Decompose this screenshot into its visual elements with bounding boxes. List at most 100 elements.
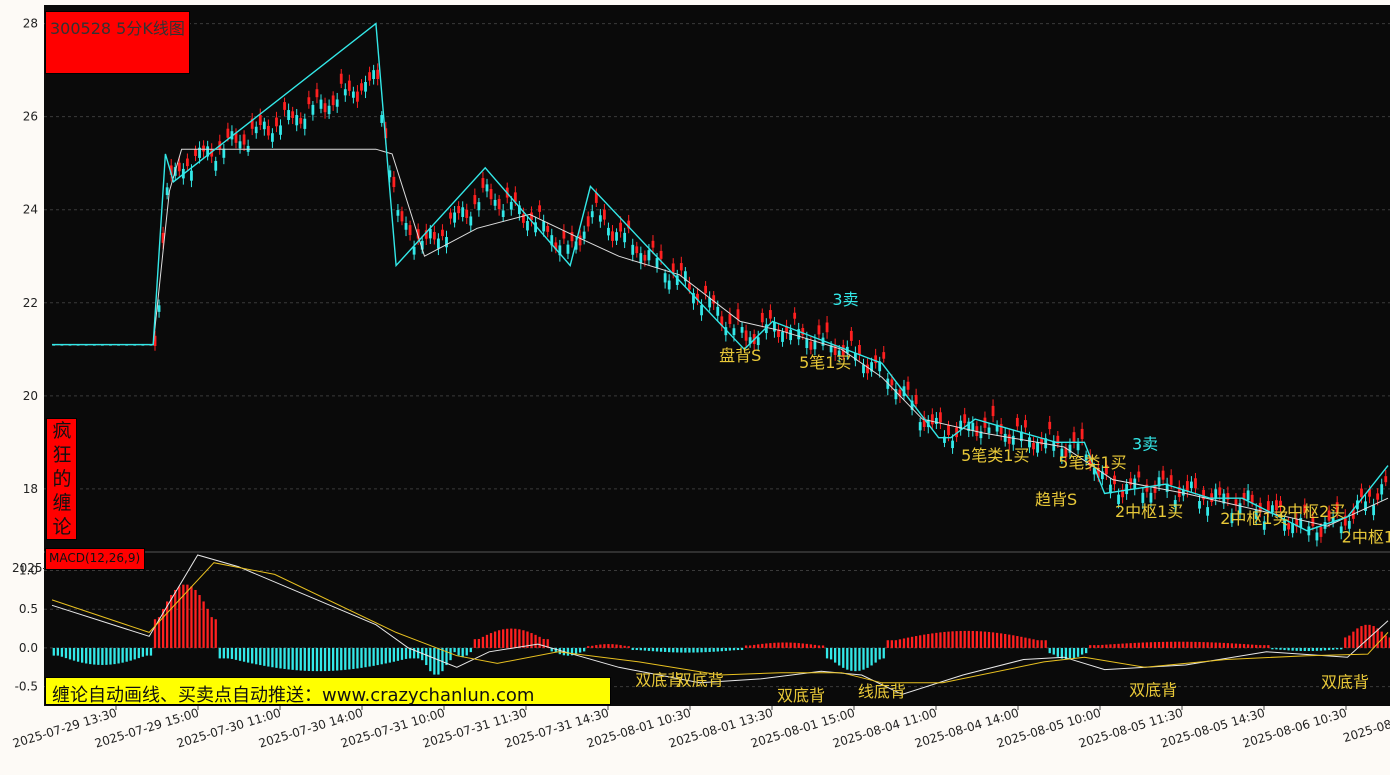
macd-histogram (52, 584, 1390, 675)
candle-body-229 (979, 431, 983, 439)
price-tick-label-3: 24 (23, 203, 38, 217)
price-annotation-9: 2中枢2买 (1277, 502, 1345, 521)
candle-body-328 (1380, 484, 1384, 495)
candle-body-299 (1262, 521, 1266, 530)
candle-body-135 (598, 215, 602, 222)
candle-body-207 (890, 379, 894, 386)
candle-body-243 (1036, 442, 1039, 453)
candle-body-108 (489, 188, 493, 200)
candle-body-291 (1230, 512, 1234, 524)
candle-body-277 (1173, 499, 1177, 508)
candle-body-88 (408, 225, 412, 236)
candle-body-200 (862, 364, 865, 374)
candle-body-237 (1011, 435, 1015, 445)
candle-body-109 (493, 199, 497, 206)
price-annotation-6: 趋背S (1035, 490, 1077, 509)
candle-body-115 (517, 205, 521, 215)
candle-body-171 (744, 330, 748, 341)
candle-body-225 (963, 414, 967, 424)
candle-body-39 (210, 149, 214, 157)
candle-body-50 (254, 126, 258, 134)
candle-body-297 (1254, 509, 1258, 519)
candle-body-190 (821, 337, 825, 346)
candle-body-80 (376, 69, 380, 80)
candle-body-191 (825, 322, 829, 333)
macd-tick-label-3: 1.0 (19, 563, 38, 577)
candle-body-35 (194, 149, 197, 156)
candle-body-189 (817, 325, 821, 335)
candle-body-129 (574, 241, 578, 250)
candle-body-131 (582, 231, 586, 239)
macd-title-box: MACD(12,26,9) (45, 548, 145, 570)
candle-body-144 (635, 246, 639, 254)
candle-body-53 (266, 125, 270, 136)
candle-body-255 (1084, 454, 1088, 461)
macd-annotation-0: 双底背 (635, 670, 683, 689)
candle-body-76 (360, 83, 363, 91)
candle-body-148 (651, 240, 655, 248)
candle-body-26 (157, 305, 161, 312)
candle-body-93 (428, 228, 432, 239)
candle-body-292 (1234, 499, 1238, 505)
candle-body-261 (1109, 484, 1112, 494)
candle-body-62 (303, 118, 307, 129)
candle-body-145 (639, 253, 643, 264)
candle-body-116 (522, 214, 525, 223)
macd-title: MACD(12,26,9) (49, 551, 141, 565)
candle-body-52 (262, 121, 266, 130)
candle-body-220 (943, 436, 946, 443)
candle-body-79 (372, 70, 376, 80)
candle-body-119 (534, 222, 537, 233)
candle-body-83 (388, 170, 392, 178)
candle-body-183 (793, 312, 797, 319)
candle-body-208 (894, 389, 898, 400)
candle-body-100 (457, 205, 461, 214)
candle-body-54 (271, 133, 274, 142)
candle-body-285 (1206, 507, 1210, 516)
candle-body-128 (570, 232, 574, 242)
candle-body-174 (756, 337, 760, 346)
candle-body-293 (1238, 503, 1242, 514)
candle-body-69 (331, 95, 335, 106)
candle-body-271 (1149, 492, 1153, 503)
candle-body-227 (971, 422, 975, 431)
candle-body-230 (983, 417, 987, 428)
candle-body-287 (1214, 489, 1218, 499)
candle-body-132 (586, 216, 590, 227)
promo-banner[interactable]: 缠论自动画线、买卖点自动推送：www.crazychanlun.com (45, 677, 611, 706)
price-tick-label-5: 28 (23, 17, 38, 31)
candle-body-317 (1335, 502, 1339, 513)
candle-body-178 (773, 322, 776, 332)
candle-body-260 (1105, 464, 1108, 475)
cut-axis-label: 2025- (12, 561, 47, 575)
candle-body-184 (797, 329, 801, 340)
candle-body-110 (497, 198, 501, 210)
candle-body-29 (169, 165, 173, 175)
candle-body-147 (647, 250, 651, 261)
candle-body-326 (1372, 505, 1376, 516)
candle-body-101 (461, 207, 465, 217)
candle-body-97 (445, 237, 448, 248)
candle-body-325 (1368, 489, 1371, 497)
candle-body-265 (1125, 484, 1129, 495)
candle-body-194 (837, 350, 841, 357)
candle-body-252 (1072, 432, 1076, 442)
candle-body-222 (951, 440, 954, 449)
candle-body-121 (542, 221, 546, 232)
candle-body-307 (1295, 519, 1299, 527)
candle-body-306 (1291, 523, 1295, 534)
price-annotation-4: 3卖 (1132, 434, 1158, 453)
candle-body-123 (550, 235, 554, 246)
candle-body-149 (655, 258, 659, 268)
candle-body-181 (785, 326, 788, 333)
macd-annotation-2: 双底背 (777, 686, 825, 705)
candle-body-117 (526, 221, 529, 231)
candle-body-296 (1250, 494, 1254, 503)
candle-body-268 (1137, 471, 1141, 478)
candle-body-99 (453, 212, 456, 223)
candle-body-203 (874, 355, 878, 364)
candle-body-77 (364, 82, 367, 92)
price-annotation-3: 5笔类1买 (961, 446, 1029, 465)
candle-body-45 (234, 133, 238, 143)
candle-body-63 (307, 97, 311, 105)
